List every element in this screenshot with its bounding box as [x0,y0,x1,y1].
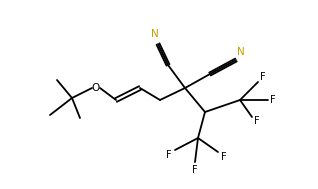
Text: F: F [254,116,260,126]
Text: O: O [92,83,100,93]
Text: F: F [221,152,227,162]
Text: F: F [260,72,266,82]
Text: F: F [166,150,172,160]
Text: F: F [270,95,276,105]
Text: N: N [151,29,159,39]
Text: N: N [237,47,245,57]
Text: F: F [192,165,198,175]
